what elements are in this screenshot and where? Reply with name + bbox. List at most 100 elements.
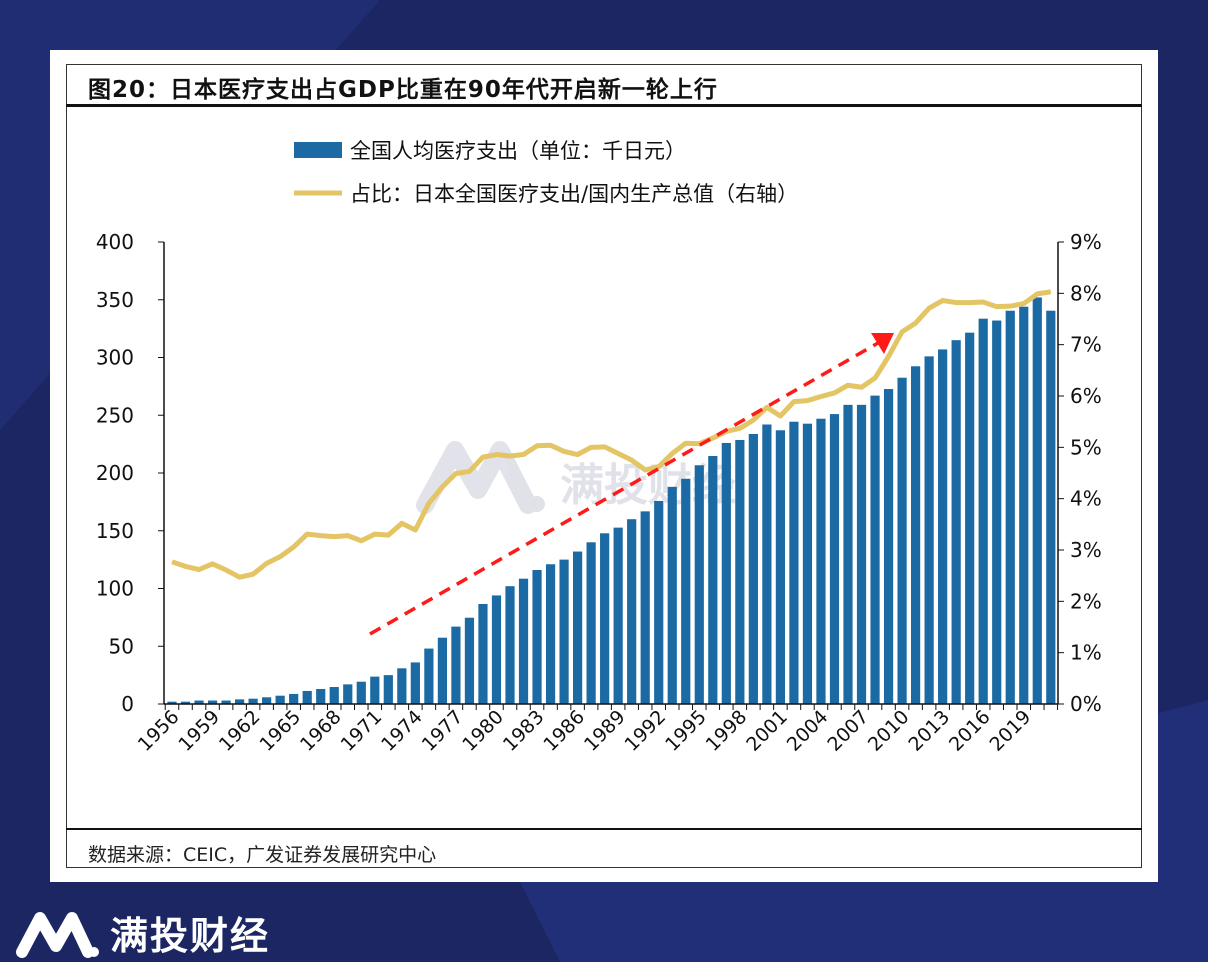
bar-1989 [613,527,623,704]
bar-1984 [545,564,556,704]
right-tick-label: 6% [1070,384,1102,408]
right-tick-label: 8% [1070,281,1102,305]
bar-2002 [789,421,799,704]
bar-1965 [289,693,299,704]
brand-logo-icon [16,911,99,958]
bar-2015 [965,332,975,704]
trend-arrow-head [871,333,894,354]
x-tick-label: 1983 [499,706,549,756]
bar-1976 [437,637,447,704]
bar-2016 [978,318,988,704]
x-tick-label: 2013 [904,706,954,756]
bar-1998 [735,439,745,704]
bar-2000 [762,424,772,704]
x-tick-label: 1974 [377,706,427,756]
bar-2006 [843,404,853,704]
bar-2007 [856,404,867,704]
x-tick-label: 1962 [215,706,265,756]
bar-1983 [532,570,542,704]
legend-label-line: 占比：日本全国医疗支出/国内生产总值（右轴） [350,182,798,206]
x-tick-label: 1956 [134,706,184,756]
left-tick-label: 300 [96,346,134,370]
x-tick-label: 2019 [986,706,1036,756]
x-tick-label: 1971 [337,706,387,756]
right-tick-label: 4% [1070,487,1102,511]
bar-1968 [329,687,339,704]
bar-2014 [951,340,961,704]
bar-2005 [829,414,840,704]
bar-1958 [194,700,204,704]
brand-logo: 满投财经 [14,905,270,960]
bar-1978 [464,617,475,704]
bar-1993 [667,486,677,704]
bar-1980 [491,595,502,704]
x-tick-label: 2001 [742,706,792,756]
bar-1977 [451,626,461,704]
x-tick-label: 1959 [174,706,224,756]
trend-arrow-line [369,341,879,636]
left-tick-label: 0 [121,692,134,716]
x-tick-label: 1968 [296,706,346,756]
bar-1982 [518,578,529,704]
x-tick-label: 2010 [864,706,914,756]
legend-label-bar: 全国人均医疗支出（单位：千日元） [350,139,686,163]
legend-swatch-bar [294,142,342,158]
bar-1985 [559,559,569,704]
bar-2018 [1005,310,1015,704]
bar-1961 [235,699,245,704]
x-tick-label: 1992 [621,706,671,756]
source-divider [66,828,1142,830]
bar-1956 [167,701,177,704]
bar-1992 [654,500,664,704]
bar-1988 [600,533,610,704]
bar-2012 [924,356,934,704]
bar-1974 [410,662,420,704]
bar-1966 [302,690,312,704]
right-tick-label: 0% [1070,692,1102,716]
left-tick-label: 50 [109,634,134,658]
title-divider [66,104,1142,107]
bar-1996 [708,456,718,704]
x-tick-label: 2007 [823,706,873,756]
bar-2001 [775,430,785,704]
x-tick-label: 2016 [945,706,995,756]
x-tick-label: 1998 [702,706,752,756]
bar-1959 [207,700,218,704]
chart-title: 图20：日本医疗支出占GDP比重在90年代开启新一轮上行 [88,77,718,103]
bar-1964 [275,695,285,704]
bar-2019 [1019,306,1029,704]
left-tick-label: 200 [96,461,134,485]
bar-1967 [316,688,326,704]
bar-1970 [356,681,366,704]
right-tick-label: 3% [1070,538,1102,562]
bar-1960 [221,700,231,704]
right-tick-label: 1% [1070,641,1102,665]
bar-2017 [992,320,1002,704]
bar-2009 [883,389,894,704]
x-tick-label: 1980 [458,706,508,756]
bar-2020 [1032,297,1042,704]
bar-1981 [505,586,515,704]
bar-2021 [1046,310,1056,704]
left-tick-label: 400 [96,230,134,254]
bar-1997 [721,442,731,704]
bar-1999 [748,433,758,704]
bar-1986 [573,551,583,704]
bar-1969 [343,684,353,704]
bar-1962 [248,698,258,704]
right-tick-label: 2% [1070,589,1102,613]
x-tick-label: 1986 [539,706,589,756]
ratio-line [171,289,1052,580]
bar-2013 [938,349,948,704]
bar-1991 [640,511,650,704]
bar-2004 [816,418,826,704]
bar-1975 [424,648,434,704]
left-tick-label: 150 [96,519,134,543]
x-tick-label: 1977 [418,706,468,756]
bar-2003 [802,423,813,704]
bar-1963 [262,697,272,704]
bar-1971 [370,676,380,704]
source-note: 数据来源：CEIC，广发证券发展研究中心 [88,844,437,866]
x-tick-label: 1965 [255,706,305,756]
